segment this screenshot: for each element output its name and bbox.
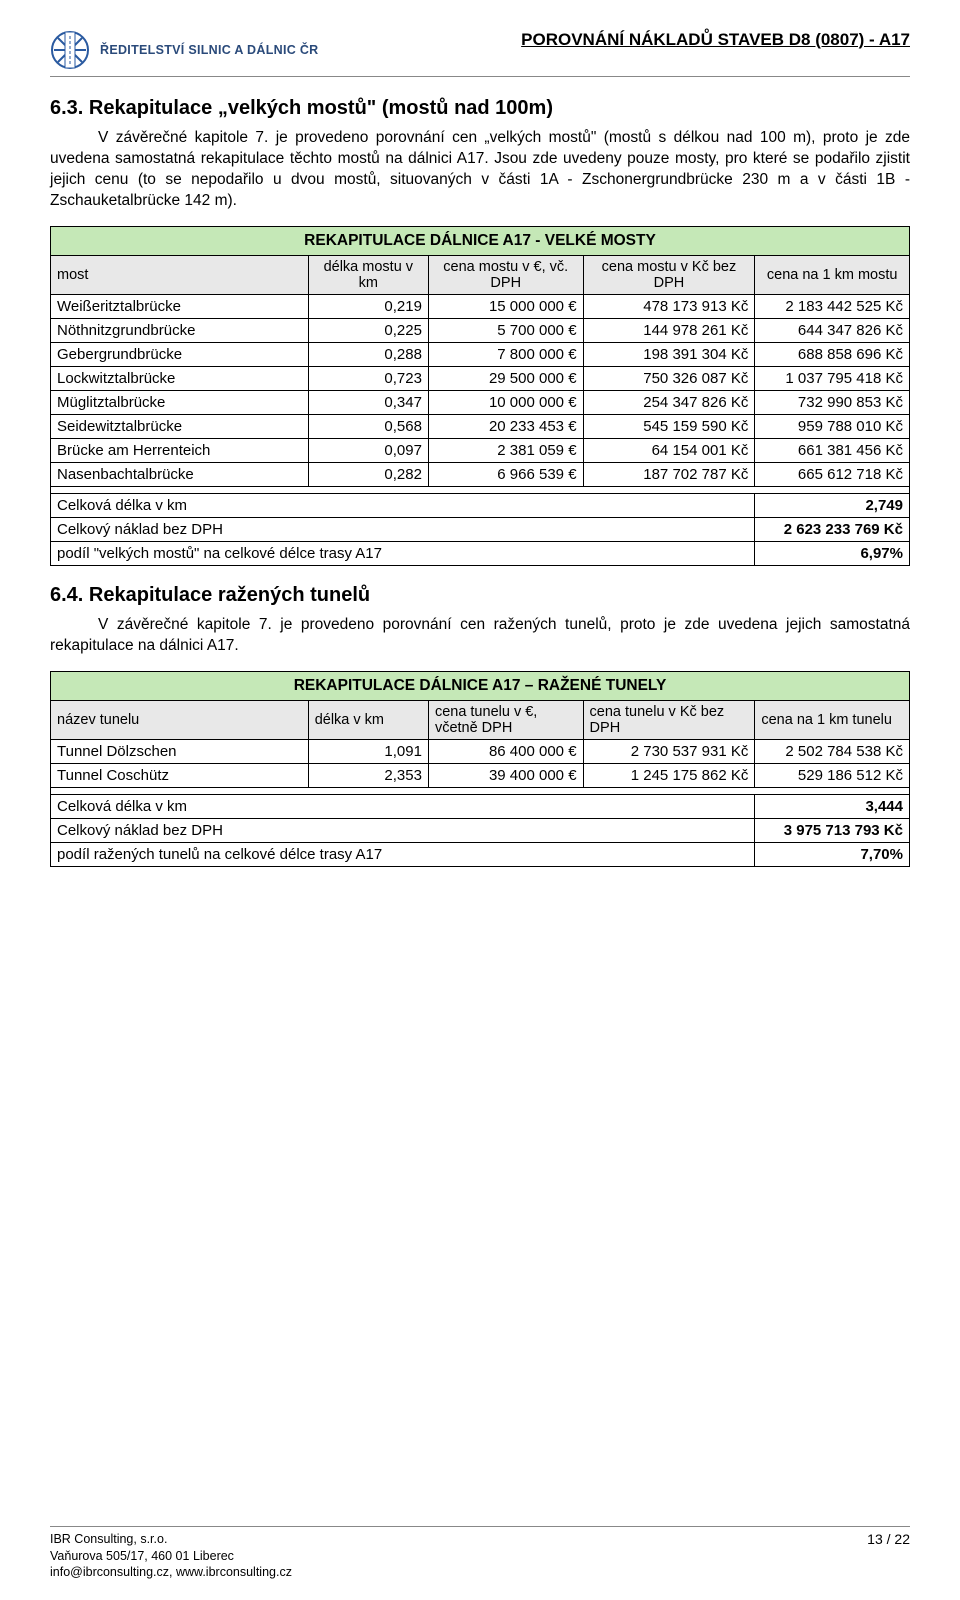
table1-title: REKAPITULACE DÁLNICE A17 - VELKÉ MOSTY <box>51 226 910 255</box>
sum-row: Celkový náklad bez DPH3 975 713 793 Kč <box>51 818 910 842</box>
doc-title: POROVNÁNÍ NÁKLADŮ STAVEB D8 (0807) - A17 <box>521 30 910 50</box>
table-row: Lockwitztalbrücke0,72329 500 000 €750 32… <box>51 366 910 390</box>
header-left: ŘEDITELSTVÍ SILNIC A DÁLNIC ČR <box>50 30 319 70</box>
table-row: Nasenbachtalbrücke0,2826 966 539 €187 70… <box>51 462 910 486</box>
table2-title: REKAPITULACE DÁLNICE A17 – RAŽENÉ TUNELY <box>51 671 910 700</box>
table-row: Gebergrundbrücke0,2887 800 000 €198 391 … <box>51 342 910 366</box>
sum-row: Celková délka v km3,444 <box>51 794 910 818</box>
para-6-4: V závěrečné kapitole 7. je provedeno por… <box>50 615 910 657</box>
table-row: Nöthnitzgrundbrücke0,2255 700 000 €144 9… <box>51 318 910 342</box>
org-name: ŘEDITELSTVÍ SILNIC A DÁLNIC ČR <box>100 43 319 57</box>
table-row: Tunnel Dölzschen1,09186 400 000 €2 730 5… <box>51 739 910 763</box>
footer-left: IBR Consulting, s.r.o. Vaňurova 505/17, … <box>50 1531 292 1580</box>
page-header: ŘEDITELSTVÍ SILNIC A DÁLNIC ČR POROVNÁNÍ… <box>50 30 910 77</box>
table-row: Seidewitztalbrücke0,56820 233 453 €545 1… <box>51 414 910 438</box>
table-row: Tunnel Coschütz2,35339 400 000 €1 245 17… <box>51 763 910 787</box>
sum-row: podíl ražených tunelů na celkové délce t… <box>51 842 910 866</box>
sum-row: podíl "velkých mostů" na celkové délce t… <box>51 541 910 565</box>
page-footer: IBR Consulting, s.r.o. Vaňurova 505/17, … <box>50 1526 910 1580</box>
table-tunnels: REKAPITULACE DÁLNICE A17 – RAŽENÉ TUNELY… <box>50 671 910 867</box>
table-bridges: REKAPITULACE DÁLNICE A17 - VELKÉ MOSTY m… <box>50 226 910 566</box>
table2-head: název tunelu délka v km cena tunelu v €,… <box>51 700 910 739</box>
sum-row: Celková délka v km2,749 <box>51 493 910 517</box>
roads-logo-icon <box>50 30 90 70</box>
page-number: 13 / 22 <box>867 1531 910 1580</box>
table-row: Brücke am Herrenteich0,0972 381 059 €64 … <box>51 438 910 462</box>
table-row: Weißeritztalbrücke0,21915 000 000 €478 1… <box>51 294 910 318</box>
para-6-3: V závěrečné kapitole 7. je provedeno por… <box>50 128 910 212</box>
sum-row: Celkový náklad bez DPH2 623 233 769 Kč <box>51 517 910 541</box>
heading-6-4: 6.4. Rekapitulace ražených tunelů <box>50 584 910 607</box>
table1-head: most délka mostu v km cena mostu v €, vč… <box>51 255 910 294</box>
table-row: Müglitztalbrücke0,34710 000 000 €254 347… <box>51 390 910 414</box>
heading-6-3: 6.3. Rekapitulace „velkých mostů" (mostů… <box>50 97 910 120</box>
